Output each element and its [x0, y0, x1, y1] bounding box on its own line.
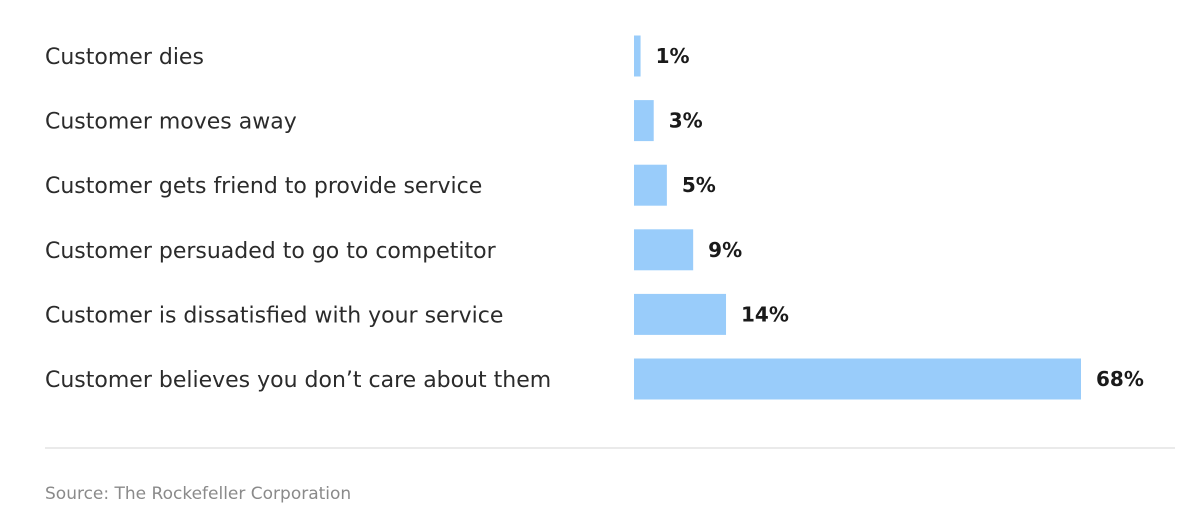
bar: [634, 358, 1081, 400]
category-label: Customer gets friend to provide service: [45, 174, 482, 199]
value-label: 1%: [656, 44, 690, 68]
value-label: 9%: [708, 238, 742, 262]
category-label: Customer moves away: [45, 110, 297, 135]
bar: [634, 35, 641, 77]
bar: [634, 229, 694, 271]
bars: [634, 35, 1081, 400]
source-note: Source: The Rockefeller Corporation: [45, 484, 351, 504]
category-label: Customer persuaded to go to competitor: [45, 239, 497, 264]
bar: [634, 164, 667, 206]
bar: [634, 293, 727, 335]
category-label: Customer is dissatisfied with your servi…: [45, 303, 503, 328]
category-label: Customer believes you don’t care about t…: [45, 368, 551, 393]
value-label: 3%: [669, 109, 703, 133]
value-label: 5%: [682, 173, 716, 197]
value-label: 14%: [741, 302, 789, 326]
value-label: 68%: [1096, 367, 1144, 391]
bar: [634, 100, 654, 142]
category-labels: Customer dies Customer moves away Customer…: [45, 45, 551, 393]
value-labels: 1% 3% 5% 9% 14% 68%: [656, 44, 1144, 391]
category-label: Customer dies: [45, 45, 204, 70]
